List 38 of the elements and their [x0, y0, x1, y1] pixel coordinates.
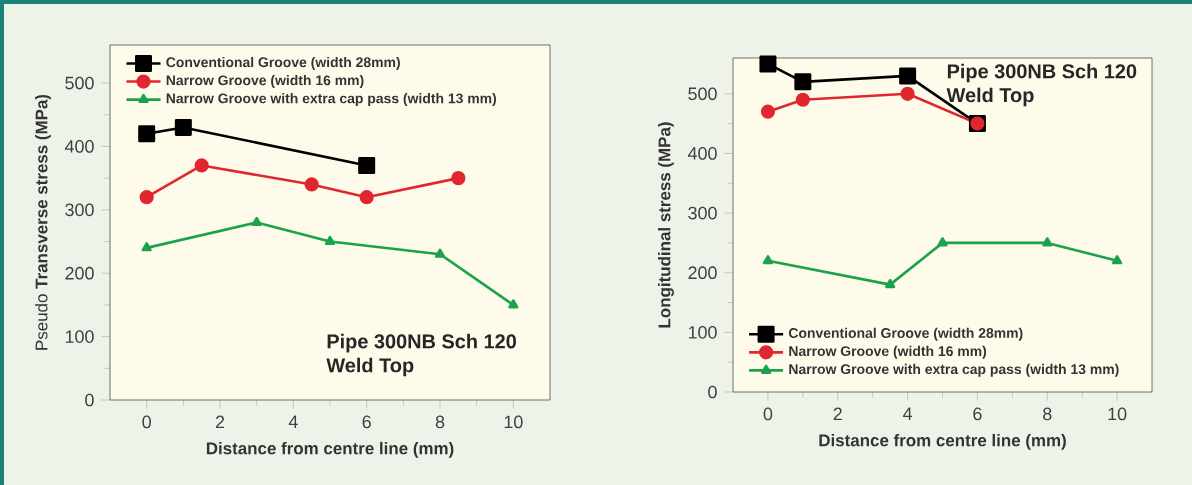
y-tick-label: 0: [85, 393, 94, 407]
x-tick-label: 4: [903, 407, 913, 420]
x-tick-label: 2: [833, 407, 842, 421]
y-tick-label: 200: [65, 266, 94, 280]
x-tick-label: 8: [1043, 407, 1052, 421]
y-tick-label: 400: [687, 147, 717, 160]
y-tick-label: 300: [65, 203, 94, 217]
x-tick-label: 10: [504, 415, 523, 429]
x-tick-label: 10: [1108, 407, 1127, 421]
y-tick-label: 500: [688, 87, 717, 101]
annotation: Pipe 300NB Sch 120: [327, 333, 516, 353]
legend-label: Narrow Groove (width 16 mm): [166, 75, 364, 88]
legend-label: Narrow Groove with extra cap pass (width 13 mm): [789, 363, 1119, 377]
y-tick-label: 100: [688, 326, 717, 339]
y-tick-label: 400: [64, 140, 94, 153]
y-tick-label: 300: [688, 206, 717, 220]
x-tick-label: 2: [215, 415, 225, 429]
y-tick-label: 500: [65, 76, 94, 90]
y-tick-label: 0: [708, 385, 717, 399]
x-tick-label: 6: [362, 415, 371, 429]
x-tick-label: 6: [973, 407, 982, 421]
annotation: Weld Top: [946, 87, 1034, 107]
y-tick-label: 100: [65, 330, 94, 343]
x-tick-label: 4: [288, 415, 298, 428]
y-axis-title: Pseudo Transverse stress (MPa): [35, 94, 51, 350]
legend-label: Narrow Groove (width 16 mm): [789, 345, 987, 359]
x-axis-title: Distance from centre line (mm): [819, 433, 1066, 450]
legend-label: Conventional Groove (width 28mm): [166, 56, 400, 70]
annotation: Pipe 300NB Sch 120: [947, 63, 1137, 83]
y-tick-label: 200: [688, 266, 717, 280]
legend-label: Narrow Groove with extra cap pass (width 13 mm): [166, 93, 497, 107]
x-tick-label: 8: [435, 415, 445, 429]
annotation: Weld Top: [326, 357, 414, 377]
y-axis-title: Longitudinal stress (MPa): [658, 122, 674, 328]
x-tick-label: 0: [763, 407, 773, 421]
legend-label: Conventional Groove (width 28mm): [788, 327, 1023, 341]
x-tick-label: 0: [142, 415, 151, 429]
x-axis-title: Distance from centre line (mm): [206, 441, 454, 458]
